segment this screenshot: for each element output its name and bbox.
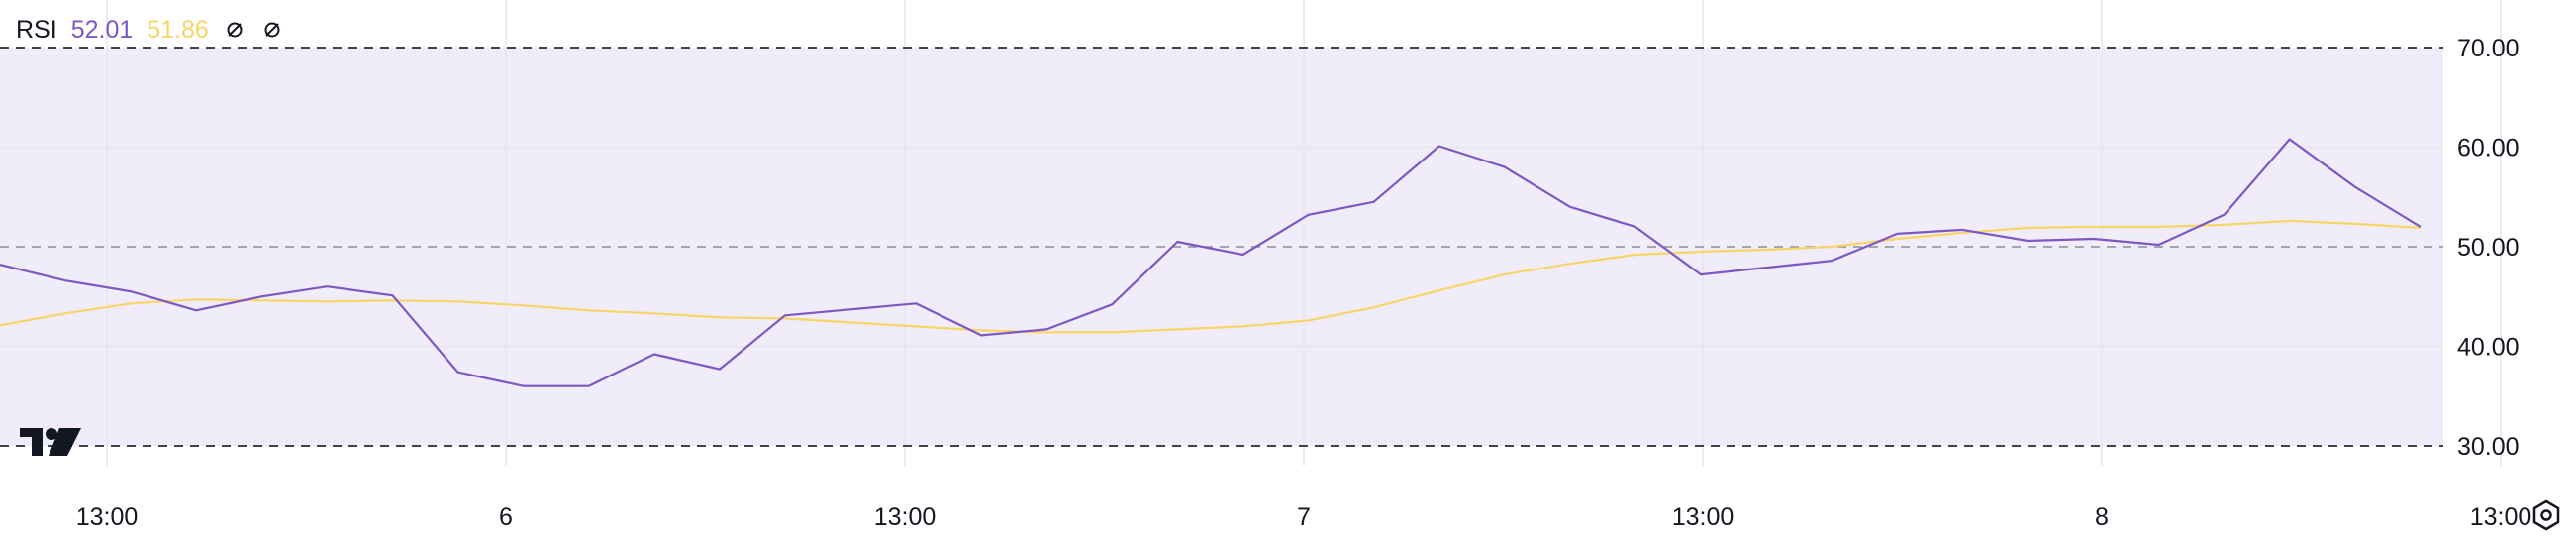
x-tick-label: 13:00 xyxy=(874,503,937,531)
y-tick-label: 30.00 xyxy=(2457,433,2520,461)
rsi-ma-value: 51.86 xyxy=(147,16,209,44)
indicator-name[interactable]: RSI xyxy=(16,16,57,44)
rsi-line xyxy=(0,138,2422,387)
settings-icon[interactable] xyxy=(2532,499,2560,531)
tradingview-logo[interactable] xyxy=(20,428,81,456)
x-tick-label: 8 xyxy=(2095,503,2109,531)
y-tick-label: 40.00 xyxy=(2457,334,2520,362)
x-tick-label: 7 xyxy=(1297,503,1311,531)
indicator-legend: RSI 52.01 51.86 xyxy=(16,12,284,48)
rsi-ma-line xyxy=(0,219,2421,334)
x-tick-label: 13:00 xyxy=(76,503,139,531)
y-tick-label: 60.00 xyxy=(2457,135,2520,162)
x-tick-label: 13:00 xyxy=(1672,503,1734,531)
grid xyxy=(0,0,2502,466)
y-tick-label: 70.00 xyxy=(2457,35,2520,62)
x-tick-label: 6 xyxy=(499,503,513,531)
y-axis: 70.00 60.00 50.00 40.00 30.00 xyxy=(2457,35,2520,461)
rsi-value: 52.01 xyxy=(70,16,134,44)
eye-off-icon[interactable] xyxy=(260,18,284,42)
series xyxy=(0,138,2422,387)
x-tick-label: 13:00 xyxy=(2470,503,2532,531)
eye-off-icon[interactable] xyxy=(223,18,247,42)
y-tick-label: 50.00 xyxy=(2457,234,2520,262)
rsi-band-lines xyxy=(0,47,2443,447)
